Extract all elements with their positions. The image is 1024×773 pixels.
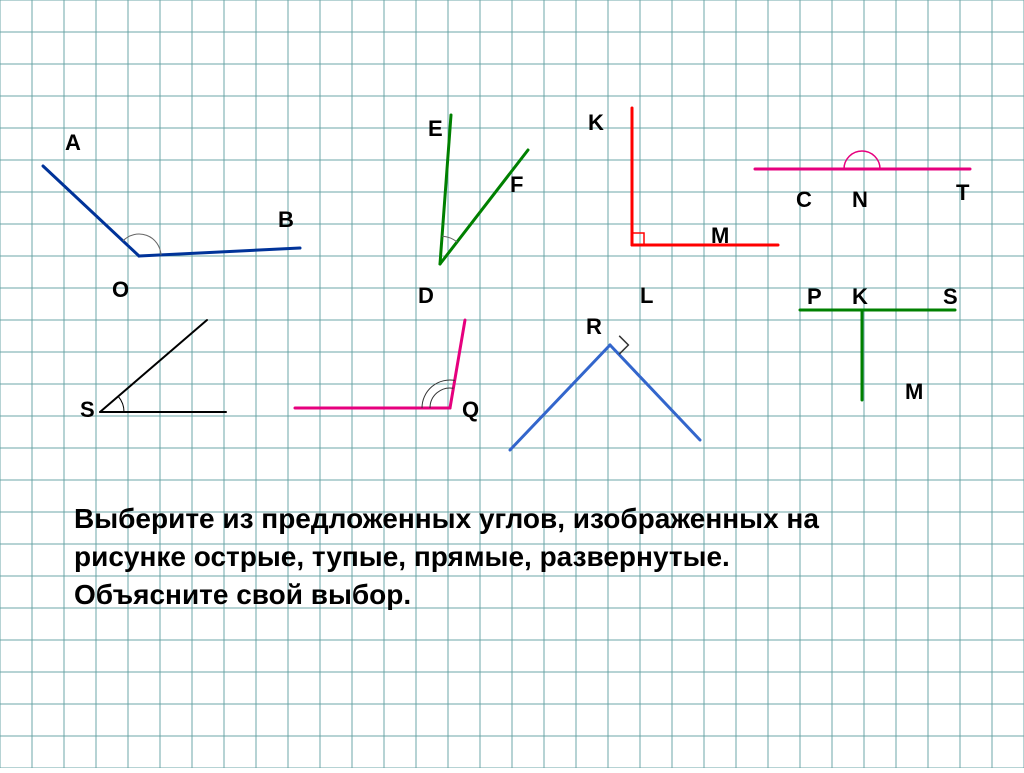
label-P: P bbox=[807, 284, 822, 309]
label-T: T bbox=[956, 180, 970, 205]
angle-S_angle bbox=[100, 320, 226, 412]
label-R: R bbox=[586, 314, 602, 339]
label-A: A bbox=[65, 130, 81, 155]
task-line-0: Выберите из предложенных углов, изображе… bbox=[74, 503, 819, 534]
svg-layer: A O B E F D K M L C N T P K S M S Q R Выберите из предложен… bbox=[0, 0, 1024, 768]
label-S2: S bbox=[943, 284, 958, 309]
angle-PKS_M bbox=[800, 310, 955, 400]
label-F: F bbox=[510, 172, 523, 197]
label-S: S bbox=[80, 397, 95, 422]
task-line-1: рисунке острые, тупые, прямые, развернут… bbox=[74, 541, 730, 572]
diagram-canvas: A O B E F D K M L C N T P K S M S Q R Выберите из предложен… bbox=[0, 0, 1024, 768]
label-N: N bbox=[852, 187, 868, 212]
angle-AOB bbox=[43, 166, 300, 256]
label-K2: K bbox=[852, 284, 868, 309]
task-line-2: Объясните свой выбор. bbox=[74, 579, 411, 610]
label-Q: Q bbox=[462, 397, 479, 422]
label-M: M bbox=[711, 223, 729, 248]
label-M2: M bbox=[905, 379, 923, 404]
label-D: D bbox=[418, 283, 434, 308]
label-B: B bbox=[278, 207, 294, 232]
label-O: O bbox=[112, 277, 129, 302]
grid bbox=[0, 0, 1024, 768]
label-C: C bbox=[796, 187, 812, 212]
label-E: E bbox=[428, 116, 443, 141]
label-L: L bbox=[640, 283, 653, 308]
label-K: K bbox=[588, 110, 604, 135]
